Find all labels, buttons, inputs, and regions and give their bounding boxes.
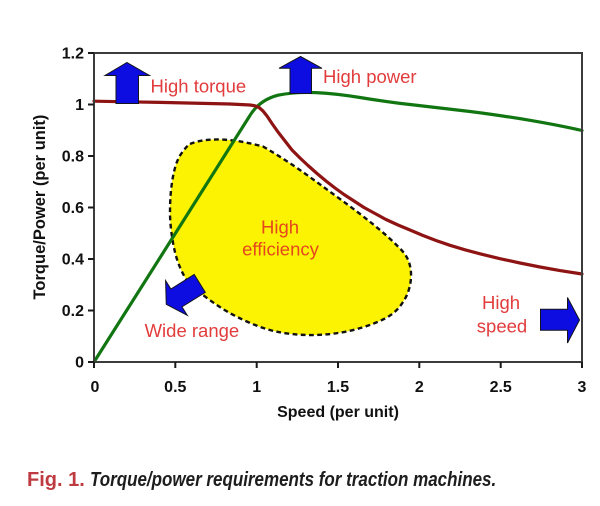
svg-text:2.5: 2.5 (490, 379, 512, 396)
svg-text:0.5: 0.5 (164, 379, 186, 396)
svg-text:3: 3 (578, 379, 587, 396)
svg-text:1.5: 1.5 (327, 379, 349, 396)
svg-text:High power: High power (323, 66, 417, 87)
svg-text:0: 0 (91, 379, 100, 396)
svg-text:2: 2 (415, 379, 424, 396)
svg-text:Torque/power requirements for: Torque/power requirements for traction m… (90, 468, 496, 491)
svg-text:1: 1 (252, 379, 261, 396)
svg-text:Wide range: Wide range (145, 320, 240, 341)
svg-text:0: 0 (75, 355, 84, 372)
svg-text:0.4: 0.4 (62, 252, 84, 269)
svg-text:efficiency: efficiency (242, 239, 320, 260)
svg-text:High: High (482, 292, 520, 313)
svg-text:0.2: 0.2 (62, 303, 84, 320)
svg-text:High: High (261, 217, 299, 238)
svg-text:Torque/Power (per unit): Torque/Power (per unit) (31, 115, 49, 300)
svg-text:1.2: 1.2 (62, 46, 84, 63)
svg-text:0.6: 0.6 (62, 200, 84, 217)
svg-text:High torque: High torque (151, 76, 247, 97)
svg-text:Fig. 1.: Fig. 1. (27, 469, 85, 491)
svg-text:0.8: 0.8 (62, 149, 84, 166)
svg-text:Speed (per unit): Speed (per unit) (277, 404, 399, 421)
svg-text:speed: speed (477, 316, 527, 337)
svg-text:1: 1 (75, 97, 84, 114)
